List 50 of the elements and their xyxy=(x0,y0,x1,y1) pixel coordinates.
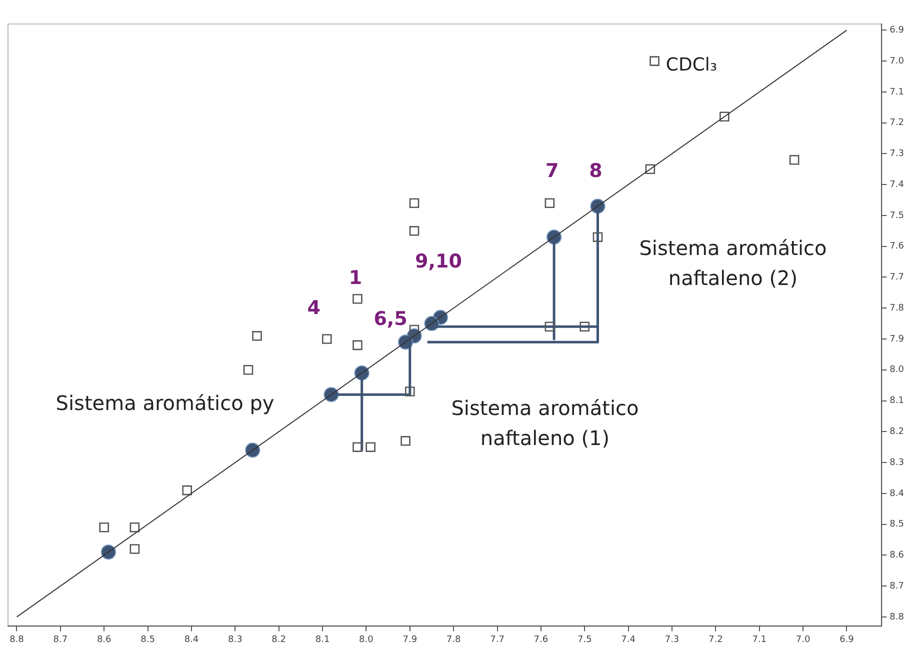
y-tick-label: 8.0 xyxy=(890,365,904,376)
y-tick-label: 7.1 xyxy=(890,87,904,98)
annotation: 7 xyxy=(545,160,559,182)
x-tick-label: 8.7 xyxy=(53,634,68,645)
annotation: Sistema aromático naftaleno (2) xyxy=(639,236,827,290)
x-tick-label: 7.9 xyxy=(402,634,418,645)
x-tick-label: 8.6 xyxy=(96,634,112,645)
y-tick-label: 8.1 xyxy=(890,396,904,406)
annotation: CDCl₃ xyxy=(666,54,718,76)
x-tick-label: 7.5 xyxy=(577,634,592,645)
y-tick-label: 7.6 xyxy=(890,242,904,252)
annotation: 4 xyxy=(307,296,321,319)
annotation: Sistema aromático naftaleno (1) xyxy=(451,396,639,450)
y-tick-label: 7.2 xyxy=(890,118,904,128)
x-tick-label: 7.7 xyxy=(490,634,504,645)
x-tick-label: 7.8 xyxy=(446,634,462,645)
y-tick-label: 7.7 xyxy=(890,272,904,283)
x-tick-label: 7.4 xyxy=(621,634,636,645)
x-tick-label: 8.4 xyxy=(184,634,199,645)
x-tick-label: 8.5 xyxy=(140,634,155,645)
x-tick-label: 7.2 xyxy=(708,634,723,645)
x-tick-label: 7.0 xyxy=(796,634,810,645)
annotation: 1 xyxy=(348,266,362,289)
x-tick-label: 8.0 xyxy=(359,634,374,645)
annotation: Sistema aromático py xyxy=(56,391,274,416)
annotation: 8 xyxy=(589,160,602,182)
y-tick-label: 8.8 xyxy=(890,612,904,622)
y-tick-label: 8.6 xyxy=(890,550,904,561)
x-tick-label: 8.3 xyxy=(228,634,242,645)
x-tick-label: 8.8 xyxy=(10,634,24,645)
y-tick-label: 7.0 xyxy=(890,56,904,66)
x-tick-label: 7.3 xyxy=(664,634,680,645)
x-tick-label: 8.1 xyxy=(315,634,330,645)
y-tick-label: 8.2 xyxy=(890,426,904,437)
y-tick-label: 8.4 xyxy=(890,488,904,499)
annotation: 6,5 xyxy=(374,308,408,330)
y-tick-label: 8.3 xyxy=(890,458,904,468)
y-tick-label: 7.4 xyxy=(890,180,904,190)
x-tick-label: 7.6 xyxy=(534,634,548,645)
y-tick-label: 6.9 xyxy=(890,26,904,36)
x-tick-label: 6.9 xyxy=(840,634,854,645)
x-tick-label: 7.1 xyxy=(752,634,767,645)
y-tick-label: 7.5 xyxy=(890,210,904,221)
y-tick-label: 8.7 xyxy=(890,581,904,592)
y-tick-label: 7.8 xyxy=(890,303,904,314)
y-tick-label: 7.9 xyxy=(890,334,904,344)
y-tick-label: 7.3 xyxy=(890,149,904,160)
x-tick-label: 8.2 xyxy=(272,634,286,645)
annotation: 9,10 xyxy=(415,250,462,272)
y-tick-label: 8.5 xyxy=(890,520,904,530)
